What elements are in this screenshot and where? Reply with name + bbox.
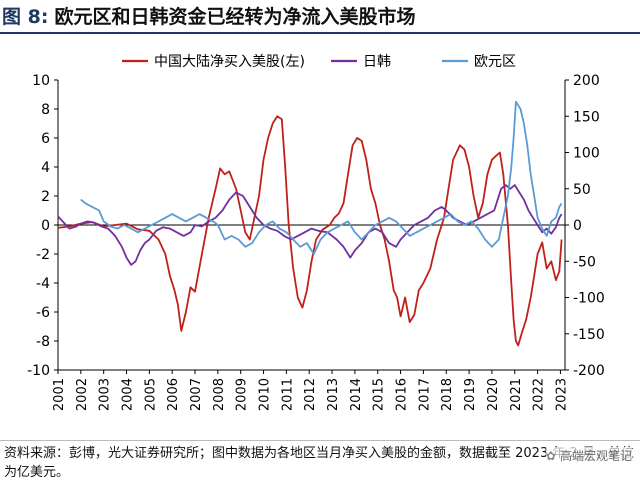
- chart-svg: 中国大陆净买入美股(左) 日韩 欧元区 -10 -8 -6 -4 -2 0 2 4 6 8 10 -200…: [27, 54, 605, 411]
- x-tick-label: 2002: [75, 378, 90, 411]
- source-note: 资料来源：彭博，光大证券研究所；图中数据为各地区当月净买入美股的金额，数据截至 …: [4, 446, 634, 480]
- y-left-tick-label: -4: [36, 276, 50, 292]
- x-tick-label: 2015: [372, 378, 387, 411]
- y-right-tick-label: -150: [573, 327, 605, 343]
- series-line-1: [57, 184, 563, 266]
- series-group: [57, 100, 563, 347]
- x-tick-label: 2006: [166, 378, 181, 411]
- x-tick-label: 2013: [326, 378, 341, 411]
- y-right-tick-label: 200: [573, 73, 600, 89]
- y-right-tick-label: 0: [573, 218, 582, 234]
- x-tick-label: 2019: [463, 378, 478, 411]
- y-right-tick-label: -100: [573, 291, 605, 307]
- series-line-0: [57, 115, 563, 347]
- y-right-tick-label: 50: [573, 182, 591, 198]
- y-right-tick-label: -50: [573, 254, 596, 270]
- legend: 中国大陆净买入美股(左) 日韩 欧元区: [122, 54, 516, 70]
- watermark: ✿ 高端宏观笔记: [545, 447, 632, 464]
- y-left-tick-label: 0: [41, 218, 50, 234]
- x-tick-label: 2004: [121, 378, 136, 411]
- x-tick-label: 2007: [189, 378, 204, 411]
- y-left-tick-label: 2: [41, 189, 50, 205]
- x-tick-label: 2018: [440, 378, 455, 411]
- wechat-icon: ✿: [545, 448, 556, 463]
- x-tick-label: 2014: [349, 378, 364, 411]
- figure-label: 图 8:: [2, 6, 49, 28]
- axes: -10 -8 -6 -4 -2 0 2 4 6 8 10 -200 -150 -100 -50 0 50 100 1…: [27, 73, 605, 411]
- x-tick-label: 2022: [532, 378, 547, 411]
- x-tick-label: 2016: [395, 378, 410, 411]
- y-right-tick-label: -200: [573, 363, 605, 379]
- figure-title-text: 欧元区和日韩资金已经转为净流入美股市场: [54, 6, 416, 28]
- chart-area: 中国大陆净买入美股(左) 日韩 欧元区 -10 -8 -6 -4 -2 0 2 4 6 8 10 -200…: [0, 36, 640, 436]
- x-tick-label: 2021: [509, 378, 524, 411]
- x-tick-label: 2012: [303, 378, 318, 411]
- y-left-tick-label: 10: [32, 73, 50, 89]
- x-tick-label: 2020: [486, 378, 501, 411]
- legend-label-0: 中国大陆净买入美股(左): [154, 54, 305, 70]
- x-tick-label: 2008: [212, 378, 227, 411]
- x-tick-label: 2011: [280, 378, 295, 411]
- series-line-2: [80, 100, 563, 255]
- figure-title: 图 8: 欧元区和日韩资金已经转为净流入美股市场: [0, 0, 640, 34]
- legend-label-1: 日韩: [363, 54, 391, 70]
- x-tick-label: 2001: [52, 378, 67, 411]
- x-tick-label: 2017: [417, 378, 432, 411]
- legend-label-2: 欧元区: [474, 54, 516, 70]
- y-left-tick-label: 6: [41, 131, 50, 147]
- y-left-tick-label: -10: [27, 363, 50, 379]
- y-left-tick-label: 4: [41, 160, 50, 176]
- x-tick-label: 2003: [98, 378, 113, 411]
- x-tick-label: 2010: [258, 378, 273, 411]
- y-left-tick-label: 8: [41, 102, 50, 118]
- y-right-tick-label: 150: [573, 109, 600, 125]
- x-tick-label: 2005: [143, 378, 158, 411]
- x-tick-label: 2023: [554, 378, 569, 411]
- y-left-tick-label: -8: [36, 334, 50, 350]
- x-tick-label: 2009: [235, 378, 250, 411]
- y-right-tick-label: 100: [573, 146, 600, 162]
- watermark-text: 高端宏观笔记: [559, 449, 632, 463]
- source-footer: 资料来源：彭博，光大证券研究所；图中数据为各地区当月净买入美股的金额，数据截至 …: [0, 440, 640, 488]
- y-left-tick-label: -6: [36, 305, 50, 321]
- y-left-tick-label: -2: [36, 247, 50, 263]
